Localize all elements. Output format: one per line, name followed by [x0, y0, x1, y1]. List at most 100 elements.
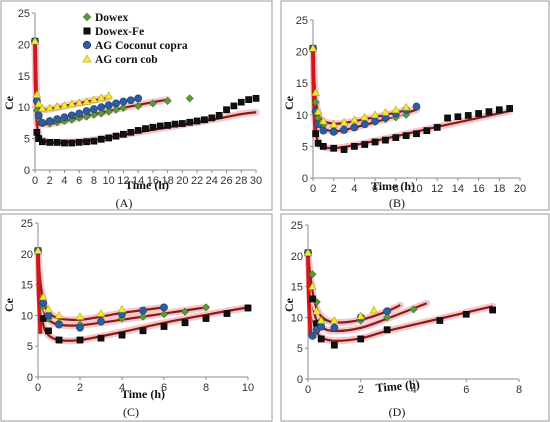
- panel-b-point-ag-corn-cob: [391, 105, 401, 113]
- panel-a-point-ag-corn-cob: [67, 99, 77, 108]
- panel-b-point-dowex-fe: [340, 146, 348, 153]
- panel-d-point-dowex-fe: [357, 335, 365, 343]
- panel-d-point-dowex-fe: [436, 317, 444, 324]
- panel-d-point-ag-corn-cob: [356, 311, 366, 320]
- panel-b-point-dowex-fe: [495, 106, 503, 114]
- panel-c-point-ag-corn-cob: [44, 304, 53, 313]
- panel-c-point-ag-corn-cob: [117, 304, 127, 313]
- panel-d-x-tick-label: 8: [516, 384, 522, 396]
- panel-c-point-dowex: [180, 307, 190, 316]
- panel-a-x-tick-label: 2: [47, 175, 53, 187]
- panel-c-x-tick-label: 2: [77, 382, 83, 394]
- panel-a-x-tick-label: 14: [132, 175, 144, 187]
- panel-a-point-ag-coconut-copra: [67, 111, 76, 120]
- panel-d-point-ag-coconut-copra: [383, 307, 392, 316]
- panel-b-point-dowex-fe: [475, 110, 482, 117]
- panel-a-point-ag-corn-cob: [34, 99, 43, 108]
- panel-c-point-ag-coconut-copra: [76, 323, 84, 332]
- panel-a-point-ag-coconut-copra: [97, 103, 106, 112]
- panel-a-x-tick-label: 12: [117, 175, 129, 187]
- panel-d-point-ag-coconut-copra: [317, 322, 326, 331]
- panel-c-point-ag-coconut-copra: [39, 299, 48, 307]
- panel-a-point-ag-coconut-copra: [75, 109, 84, 118]
- panel-a-point-ag-corn-cob: [60, 100, 69, 109]
- panel-b: Ce Time (h) (B) 0 5 10 15 20 25 0 2 4 6 8 10 12 14 16 1…: [282, 15, 526, 210]
- panel-b-point-dowex: [311, 98, 320, 107]
- panel-a-point-ag-coconut-copra: [53, 115, 61, 124]
- panel-d-point-dowex: [383, 313, 392, 322]
- panel-b-point-ag-corn-cob: [360, 112, 370, 121]
- panel-c-y-tick-label: 25: [21, 218, 33, 230]
- panel-a-point-dowex-fe: [83, 138, 90, 146]
- panel-a-point-dowex-fe: [164, 122, 171, 129]
- panel-c-y-tick-label: 15: [21, 280, 33, 292]
- panel-a-point-dowex-fe: [230, 102, 238, 110]
- panel-b-point-dowex-fe: [506, 105, 514, 112]
- panel-a-point-ag-corn-cob: [38, 104, 47, 112]
- panel-a-point-dowex: [112, 105, 121, 114]
- panel-b-point-dowex-fe: [423, 127, 431, 134]
- panel-b-point-ag-corn-cob: [329, 119, 338, 128]
- panel-a-x-tick-label: 8: [91, 175, 97, 187]
- panel-b-x-tick-label: 18: [493, 183, 505, 195]
- panel-a-point-ag-corn-cob: [45, 103, 55, 112]
- panel-c-point-ag-corn-cob: [33, 246, 43, 254]
- panel-d: Ce Time (h) (D) 0 5 10 15 20 25 0 2 4 6 8: [282, 220, 522, 419]
- panel-a-point-ag-corn-cob: [32, 90, 42, 98]
- panel-c-point-dowex-fe: [118, 331, 126, 339]
- panel-d-y-tick-label: 15: [291, 282, 303, 294]
- panel-a-point-ag-corn-cob: [74, 98, 84, 106]
- panel-d-point-ag-corn-cob: [312, 306, 321, 315]
- panel-c-x-tick-label: 4: [119, 382, 125, 394]
- panel-a-x-tick-label: 30: [250, 175, 262, 187]
- panel-d-initial-drop: [306, 252, 313, 336]
- panel-c-point-dowex-fe: [39, 315, 47, 322]
- panel-a-point-ag-corn-cob: [89, 95, 99, 103]
- panel-d-x-tick-label: 0: [305, 384, 311, 396]
- panel-c-point-ag-coconut-copra: [44, 311, 53, 320]
- panel-a-point-dowex-fe: [112, 132, 120, 140]
- panel-c-x-tick-label: 10: [242, 382, 254, 394]
- panel-c-label: (C): [123, 405, 139, 419]
- panel-a-point-dowex-fe: [61, 139, 68, 147]
- panel-a-point-ag-corn-cob: [52, 102, 62, 110]
- panel-a-x-tick-label: 6: [76, 175, 82, 187]
- panel-c-point-dowex-fe: [202, 315, 210, 322]
- panel-a-point-dowex: [97, 109, 106, 118]
- panel-a-point-dowex: [119, 103, 128, 112]
- panel-b-y-tick-label: 10: [296, 110, 308, 122]
- panel-d-label: (D): [389, 405, 406, 419]
- panel-b-x-tick-label: 4: [351, 183, 357, 195]
- panel-b-x-tick-label: 10: [410, 183, 422, 195]
- panel-c-y-tick-label: 5: [27, 341, 33, 353]
- panel-b-point-ag-corn-cob: [313, 107, 323, 115]
- panel-a-point-ag-corn-cob: [97, 93, 106, 101]
- panel-b-point-dowex-fe: [382, 136, 389, 144]
- panel-a-y-tick-label: 10: [18, 102, 30, 114]
- panel-a-x-tick-label: 4: [61, 175, 67, 187]
- panel-a-point-dowex-fe: [178, 120, 186, 127]
- panel-c-y-tick-label: 0: [27, 372, 33, 384]
- panel-a-point-dowex: [89, 110, 98, 119]
- panel-a-x-tick-label: 20: [176, 175, 188, 187]
- panel-a-point-dowex-fe: [245, 96, 252, 104]
- panel-b-point-ag-coconut-copra: [319, 126, 328, 135]
- panel-a-x-tick-label: 24: [206, 175, 218, 187]
- panel-a-point-ag-coconut-copra: [45, 117, 54, 125]
- panel-b-point-ag-corn-cob: [370, 110, 380, 118]
- panel-a-point-ag-coconut-copra: [119, 97, 128, 106]
- panel-d-point-dowex: [308, 270, 317, 279]
- panel-a-x-tick-label: 0: [32, 175, 38, 187]
- panel-b-point-dowex-fe: [485, 108, 493, 115]
- panel-a-point-dowex: [148, 99, 157, 108]
- panel-b-point-dowex-fe: [433, 124, 441, 131]
- panel-a-point-dowex: [185, 94, 194, 103]
- panel-b-x-tick-label: 6: [372, 183, 378, 195]
- panel-a-point-ag-coconut-copra: [90, 105, 98, 113]
- panel-d-point-ag-corn-cob: [303, 248, 313, 256]
- panel-a-x-tick-label: 18: [161, 175, 173, 187]
- panel-b-point-ag-corn-cob: [311, 88, 320, 96]
- panel-b-x-tick-label: 2: [331, 183, 337, 195]
- panel-d-point-ag-coconut-copra: [308, 331, 317, 340]
- panel-c-point-dowex: [138, 312, 148, 321]
